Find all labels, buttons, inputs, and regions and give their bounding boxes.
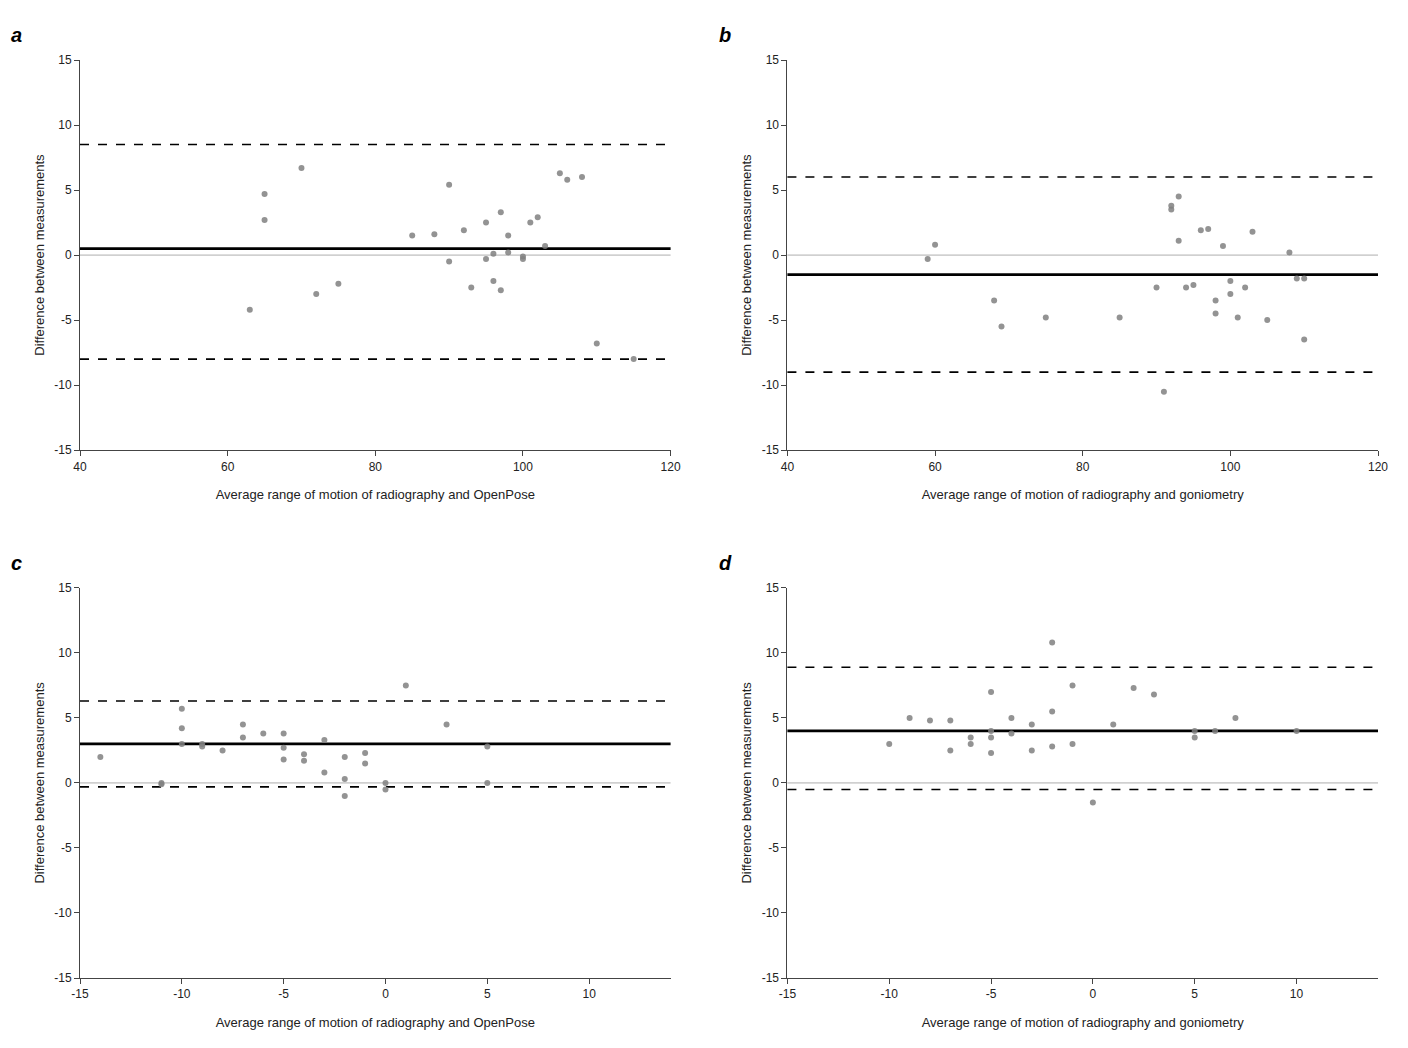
svg-text:5: 5 — [772, 183, 779, 197]
svg-text:Difference between measurement: Difference between measurements — [739, 154, 754, 356]
svg-text:Average range of motion of rad: Average range of motion of radiography a… — [216, 487, 535, 502]
svg-text:-5: -5 — [278, 987, 289, 1001]
svg-text:15: 15 — [58, 53, 72, 67]
svg-text:0: 0 — [65, 248, 72, 262]
svg-text:15: 15 — [766, 581, 780, 595]
svg-text:Average range of motion of rad: Average range of motion of radiography a… — [922, 1015, 1245, 1030]
svg-text:-10: -10 — [762, 906, 780, 920]
svg-text:-10: -10 — [762, 378, 780, 392]
svg-text:120: 120 — [661, 460, 681, 474]
svg-text:10: 10 — [58, 646, 72, 660]
svg-text:-15: -15 — [71, 987, 89, 1001]
svg-text:0: 0 — [772, 776, 779, 790]
svg-text:-5: -5 — [768, 841, 779, 855]
svg-text:-15: -15 — [779, 987, 797, 1001]
svg-text:10: 10 — [1290, 987, 1304, 1001]
svg-text:d: d — [719, 552, 732, 574]
svg-text:5: 5 — [1191, 987, 1198, 1001]
svg-text:Average range of motion of rad: Average range of motion of radiography a… — [922, 487, 1245, 502]
svg-text:-5: -5 — [61, 841, 72, 855]
svg-text:15: 15 — [766, 53, 780, 67]
svg-text:-5: -5 — [986, 987, 997, 1001]
svg-text:0: 0 — [382, 987, 389, 1001]
svg-text:60: 60 — [928, 460, 942, 474]
svg-text:40: 40 — [73, 460, 87, 474]
svg-text:-10: -10 — [173, 987, 191, 1001]
svg-text:Difference between measurement: Difference between measurements — [32, 682, 47, 884]
svg-text:10: 10 — [582, 987, 596, 1001]
svg-text:40: 40 — [781, 460, 795, 474]
svg-text:10: 10 — [766, 118, 780, 132]
svg-text:0: 0 — [65, 776, 72, 790]
svg-text:15: 15 — [58, 581, 72, 595]
svg-text:120: 120 — [1368, 460, 1388, 474]
svg-text:80: 80 — [369, 460, 383, 474]
svg-text:100: 100 — [1220, 460, 1240, 474]
svg-text:b: b — [719, 24, 731, 46]
svg-text:-5: -5 — [61, 313, 72, 327]
svg-text:80: 80 — [1076, 460, 1090, 474]
svg-text:-10: -10 — [881, 987, 899, 1001]
svg-text:100: 100 — [513, 460, 533, 474]
svg-text:0: 0 — [1090, 987, 1097, 1001]
svg-text:-15: -15 — [762, 443, 780, 457]
svg-text:-15: -15 — [762, 971, 780, 985]
svg-text:10: 10 — [58, 118, 72, 132]
svg-text:5: 5 — [65, 183, 72, 197]
svg-text:-15: -15 — [54, 971, 72, 985]
svg-text:5: 5 — [484, 987, 491, 1001]
svg-text:c: c — [11, 552, 22, 574]
svg-text:0: 0 — [772, 248, 779, 262]
svg-text:-5: -5 — [768, 313, 779, 327]
svg-text:Difference between measurement: Difference between measurements — [739, 682, 754, 884]
svg-text:-10: -10 — [54, 378, 72, 392]
svg-text:-15: -15 — [54, 443, 72, 457]
svg-text:Difference between measurement: Difference between measurements — [32, 154, 47, 356]
svg-text:-10: -10 — [54, 906, 72, 920]
svg-text:5: 5 — [772, 711, 779, 725]
svg-text:a: a — [11, 24, 22, 46]
svg-text:Average range of motion of rad: Average range of motion of radiography a… — [216, 1015, 535, 1030]
svg-text:5: 5 — [65, 711, 72, 725]
svg-text:60: 60 — [221, 460, 235, 474]
svg-text:10: 10 — [766, 646, 780, 660]
